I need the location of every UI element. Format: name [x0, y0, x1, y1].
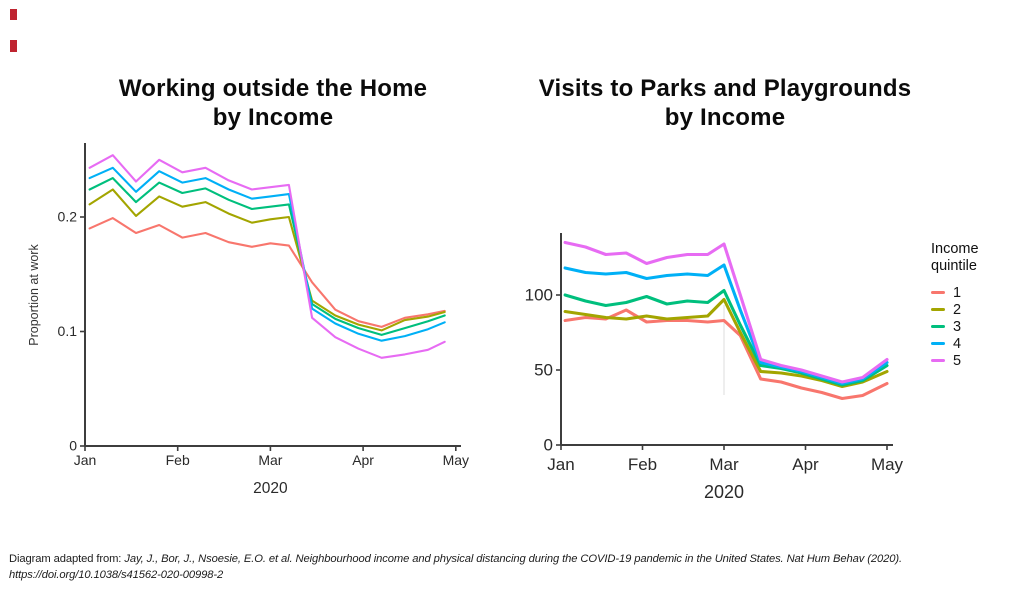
- legend-item-quintile-3: 3: [931, 318, 979, 335]
- y-tick-label: 0: [544, 436, 553, 455]
- right-chart-title: Visits to Parks and Playgrounds by Incom…: [538, 75, 912, 131]
- legend-item-quintile-1: 1: [931, 284, 979, 301]
- x-tick-label: Feb: [166, 452, 190, 468]
- series-line-quintile-5: [88, 154, 446, 359]
- x-axis-year-label: 2020: [704, 482, 744, 502]
- series-line-quintile-2: [563, 297, 889, 389]
- legend-item-label: 4: [953, 335, 962, 352]
- series-line-quintile-1: [88, 217, 446, 328]
- working-outside-home-chart: Jan Feb Mar Apr May 0 0.1 0.2 2020 Proportion at …: [27, 143, 469, 497]
- corner-mark-top: [10, 9, 17, 20]
- y-axis-title: Proportion at work: [27, 244, 41, 346]
- x-tick-label: Apr: [352, 452, 374, 468]
- series-line-quintile-4: [88, 166, 446, 342]
- left-chart-title: Working outside the Home by Income: [118, 75, 428, 131]
- legend-item-label: 1: [953, 284, 962, 301]
- legend-item-label: 2: [953, 301, 962, 318]
- x-tick-label: Feb: [628, 455, 657, 474]
- legend-dash-icon: [931, 308, 945, 311]
- parks-playgrounds-chart: Jan Feb Mar Apr May 0 50 100 2020: [525, 233, 904, 502]
- x-tick-label: May: [871, 455, 904, 474]
- x-tick-label: Jan: [74, 452, 97, 468]
- corner-mark-bottom: [10, 40, 17, 52]
- caption-prefix: Diagram adapted from:: [9, 553, 125, 565]
- source-caption: Diagram adapted from: Jay, J., Bor, J., …: [9, 551, 1019, 584]
- y-tick-label: 0.2: [58, 209, 78, 225]
- x-tick-label: Mar: [709, 455, 739, 474]
- legend-dash-icon: [931, 291, 945, 294]
- y-tick-label: 100: [525, 286, 553, 305]
- x-tick-label: Mar: [258, 452, 282, 468]
- x-axis-year-label: 2020: [253, 480, 288, 497]
- legend-item-quintile-5: 5: [931, 352, 979, 369]
- caption-citation: Jay, J., Bor, J., Nsoesie, E.O. et al. N…: [124, 553, 903, 565]
- legend-dash-icon: [931, 342, 945, 345]
- caption-line-1: Diagram adapted from: Jay, J., Bor, J., …: [9, 551, 1019, 567]
- x-tick-label: May: [443, 452, 469, 468]
- caption-doi: https://doi.org/10.1038/s41562-020-00998…: [9, 569, 224, 582]
- legend-title: Income quintile: [931, 241, 979, 274]
- legend-item-quintile-4: 4: [931, 335, 979, 352]
- legend-item-label: 5: [953, 352, 962, 369]
- x-tick-label: Jan: [547, 455, 574, 474]
- y-tick-label: 0: [69, 438, 77, 454]
- y-tick-label: 50: [534, 361, 553, 380]
- series-line-quintile-1: [563, 308, 889, 401]
- legend-item-quintile-2: 2: [931, 301, 979, 318]
- legend-dash-icon: [931, 325, 945, 328]
- x-tick-label: Apr: [792, 455, 819, 474]
- series-line-quintile-5: [563, 240, 889, 384]
- series-line-quintile-3: [88, 177, 446, 336]
- y-tick-label: 0.1: [58, 323, 78, 339]
- series-line-quintile-2: [88, 188, 446, 332]
- legend-item-label: 3: [953, 318, 962, 335]
- legend-dash-icon: [931, 359, 945, 362]
